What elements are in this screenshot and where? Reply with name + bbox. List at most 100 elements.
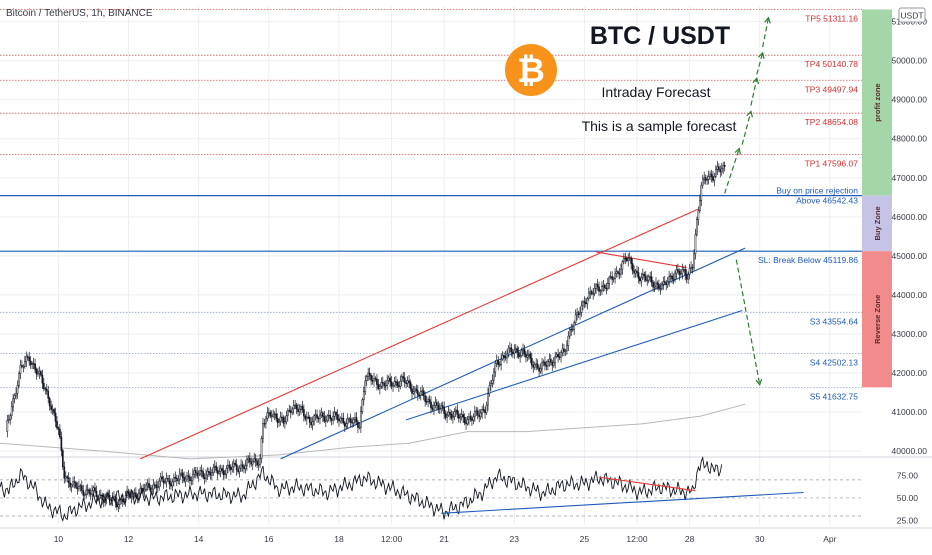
candle-body (462, 414, 464, 418)
candle-body (257, 463, 260, 466)
candle-body (528, 353, 530, 356)
level-label: S4 42502.13 (810, 357, 858, 367)
candle-body (681, 269, 684, 274)
candle-body (519, 355, 521, 358)
candle-body (621, 261, 624, 270)
candle-body (297, 408, 299, 413)
candle-body (63, 466, 66, 479)
candle-body (453, 411, 456, 418)
candle-body (224, 473, 226, 476)
candle-body (9, 415, 12, 420)
candle-body (693, 253, 695, 269)
candle-body (690, 266, 692, 269)
candle-body (13, 395, 16, 399)
candle-body (424, 395, 427, 402)
candle-body (460, 414, 463, 418)
candle-body (215, 465, 218, 471)
candle-body (10, 406, 13, 416)
candle-body (386, 380, 389, 386)
candle-body (288, 410, 291, 412)
zone-box (862, 195, 892, 252)
candle-body (620, 268, 622, 275)
candle-body (197, 473, 200, 477)
candle-body (167, 478, 169, 480)
rsi-tick-label: 50.00 (897, 493, 919, 503)
candle-body (116, 501, 118, 508)
candle-body (85, 489, 88, 495)
candle-body (674, 272, 676, 280)
zone-label: profit zone (873, 83, 882, 121)
candle-body (405, 382, 408, 384)
candle-body (549, 358, 552, 363)
forecast-arrow-head (764, 16, 771, 24)
candle-body (435, 402, 438, 406)
candle-body (609, 276, 612, 278)
level-label: TP3 49497.94 (805, 84, 859, 94)
candle-body (634, 270, 637, 274)
candle-body (259, 458, 261, 465)
time-tick-label: Apr (823, 534, 836, 544)
candle-body (723, 165, 726, 168)
candle-body (419, 391, 422, 396)
symbol-header[interactable]: Bitcoin / TetherUS, 1h, BINANCE (6, 8, 153, 19)
bitcoin-logo: ₿ (505, 44, 557, 96)
candle-body (602, 284, 605, 287)
candle-body (383, 382, 386, 387)
candle-body (481, 409, 483, 414)
candle-body (596, 284, 599, 288)
time-tick-label: 21 (439, 534, 449, 544)
candle-body (59, 428, 61, 438)
price-tick-label: 44000.00 (892, 290, 928, 300)
candle-body (513, 349, 516, 354)
candle-body (305, 416, 308, 420)
candle-body (187, 475, 190, 478)
candle-body (411, 388, 413, 394)
currency-badge[interactable] (898, 7, 926, 23)
candle-body (687, 274, 689, 280)
candle-body (440, 405, 443, 409)
candle-body (256, 460, 258, 466)
candle-body (161, 476, 164, 480)
candle-body (320, 412, 323, 416)
candle-body (590, 291, 593, 295)
candle-body (677, 269, 679, 272)
candle-body (618, 272, 621, 275)
candle-body (53, 409, 55, 414)
candle-body (701, 178, 704, 186)
candle-body (389, 377, 391, 383)
candle-body (64, 476, 67, 479)
time-tick-label: 14 (194, 534, 204, 544)
candle-body (520, 350, 523, 356)
price-tick-label: 46000.00 (892, 212, 928, 222)
candle-body (558, 356, 561, 358)
candle-body (61, 450, 64, 467)
price-axis[interactable]: 40000.00 41000.00 42000.00 43000.00 44000.00… (892, 17, 928, 456)
candle-body (587, 292, 590, 299)
candle-body (530, 358, 533, 366)
candle-body (286, 410, 289, 416)
time-axis[interactable]: 10 12 14 16 18 12:00 21 23 25 12:00 28 30 Apr (0, 527, 932, 544)
candle-body (298, 408, 301, 413)
candle-body (633, 270, 635, 274)
candle-body (237, 469, 239, 473)
candle-body (171, 481, 174, 487)
candle-body (294, 404, 296, 406)
candle-body (300, 406, 302, 410)
candle-body (269, 412, 272, 417)
candle-body (54, 412, 57, 422)
trendline (405, 310, 743, 421)
candle-body (238, 467, 241, 473)
candle-body (545, 365, 548, 367)
candle-body (79, 485, 82, 487)
candle-body (399, 380, 402, 387)
candle-body (402, 376, 405, 379)
candle-body (137, 493, 140, 499)
candle-body (509, 347, 511, 349)
price-tick-label: 49000.00 (892, 95, 928, 105)
candle-body (551, 361, 554, 366)
candle-body (351, 422, 353, 424)
candle-body (7, 419, 10, 421)
level-label: TP5 51311.16 (805, 13, 858, 23)
candle-body (428, 399, 431, 403)
